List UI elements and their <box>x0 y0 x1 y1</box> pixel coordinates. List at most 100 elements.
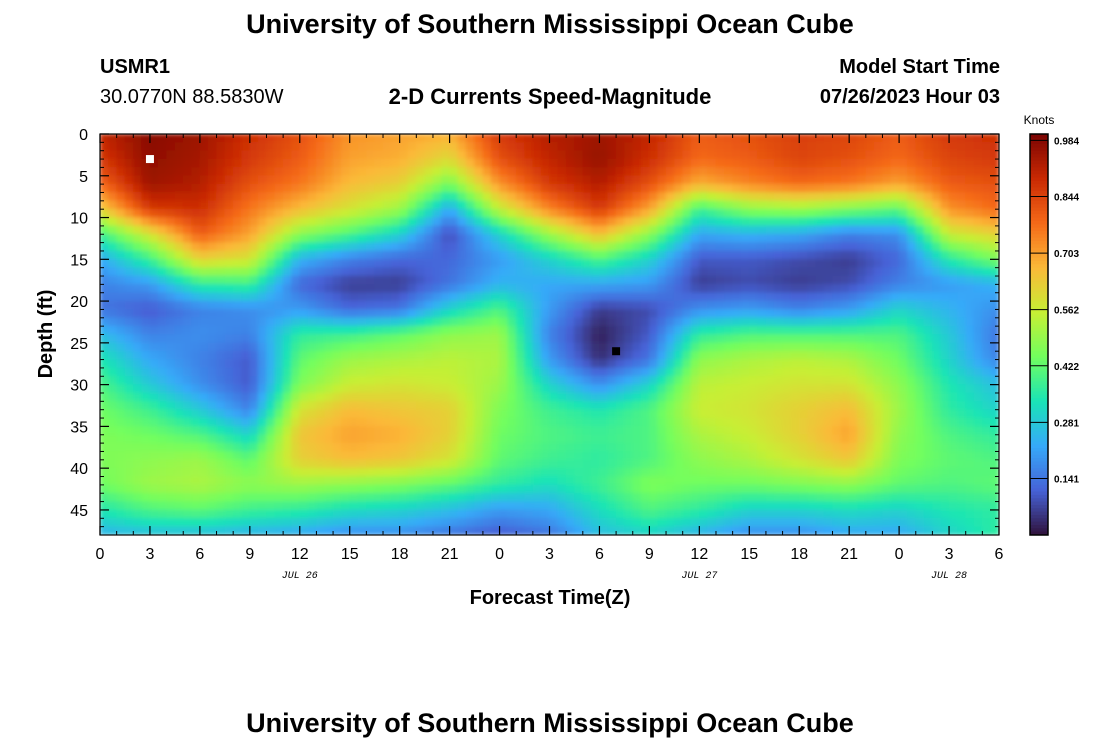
heatmap-cell <box>790 501 800 511</box>
heatmap-cell <box>907 167 917 177</box>
heatmap-cell <box>640 467 650 477</box>
heatmap-cell <box>590 175 600 185</box>
heatmap-cell <box>249 200 259 210</box>
heatmap-cell <box>848 476 858 486</box>
heatmap-cell <box>307 225 317 235</box>
heatmap-cell <box>316 451 326 461</box>
heatmap-cell <box>382 225 392 235</box>
heatmap-cell <box>890 451 900 461</box>
heatmap-cell <box>957 359 966 369</box>
heatmap-cell <box>324 509 334 519</box>
heatmap-cell <box>141 267 151 277</box>
heatmap-cell <box>690 142 700 151</box>
heatmap-cell <box>840 292 850 302</box>
heatmap-cell <box>465 134 475 143</box>
heatmap-cell <box>715 459 725 469</box>
heatmap-cell <box>707 375 717 385</box>
heatmap-cell <box>765 451 775 461</box>
heatmap-cell <box>465 442 475 452</box>
heatmap-cell <box>898 284 908 294</box>
heatmap-cell <box>499 334 509 344</box>
heatmap-cell <box>982 342 991 352</box>
heatmap-cell <box>857 476 867 486</box>
heatmap-cell <box>316 267 326 277</box>
heatmap-cell <box>848 451 858 461</box>
heatmap-cell <box>124 284 134 294</box>
heatmap-cell <box>707 392 717 402</box>
heatmap-cell <box>307 350 317 360</box>
heatmap-cell <box>316 142 326 151</box>
heatmap-cell <box>357 350 367 360</box>
heatmap-cell <box>157 208 167 218</box>
heatmap-cell <box>366 509 375 519</box>
heatmap-cell <box>632 183 642 193</box>
heatmap-cell <box>191 142 201 151</box>
heatmap-cell <box>108 367 117 377</box>
heatmap-cell <box>973 392 983 402</box>
heatmap-cell <box>174 476 184 486</box>
heatmap-cell <box>848 325 858 335</box>
heatmap-cell <box>474 200 484 210</box>
heatmap-cell <box>757 375 767 385</box>
heatmap-cell <box>549 217 559 227</box>
heatmap-cell <box>199 225 209 235</box>
heatmap-cell <box>807 275 817 285</box>
heatmap-cell <box>540 325 550 335</box>
heatmap-cell <box>798 334 808 344</box>
heatmap-cell <box>440 375 450 385</box>
heatmap-cell <box>965 367 975 377</box>
heatmap-cell <box>657 342 667 352</box>
heatmap-cell <box>224 183 234 193</box>
heatmap-cell <box>324 350 334 360</box>
heatmap-cell <box>366 275 375 285</box>
heatmap-cell <box>707 300 717 310</box>
heatmap-cell <box>391 392 400 402</box>
heatmap-cell <box>182 284 192 294</box>
heatmap-cell <box>324 484 334 494</box>
heatmap-cell <box>857 158 867 168</box>
heatmap-cell <box>982 334 991 344</box>
heatmap-cell <box>640 317 650 327</box>
heatmap-cell <box>199 442 209 452</box>
heatmap-cell <box>100 384 109 394</box>
heatmap-cell <box>873 426 883 436</box>
heatmap-cell <box>157 284 167 294</box>
heatmap-cell <box>665 409 675 419</box>
heatmap-cell <box>515 317 525 327</box>
heatmap-cell <box>965 208 975 218</box>
heatmap-cell <box>399 233 409 243</box>
heatmap-cell <box>865 233 875 243</box>
heatmap-cell <box>457 325 467 335</box>
heatmap-cell <box>540 484 550 494</box>
heatmap-cell <box>291 225 301 235</box>
heatmap-cell <box>740 242 750 252</box>
heatmap-cell <box>274 292 284 302</box>
heatmap-cell <box>815 401 825 410</box>
heatmap-cell <box>416 259 425 268</box>
heatmap-cell <box>682 342 692 352</box>
heatmap-cell <box>274 467 284 477</box>
heatmap-cell <box>324 217 334 227</box>
heatmap-cell <box>407 325 417 335</box>
heatmap-cell <box>507 267 517 277</box>
heatmap-cell <box>873 142 883 151</box>
heatmap-cell <box>848 426 858 436</box>
heatmap-cell <box>715 150 725 160</box>
heatmap-cell <box>624 434 634 444</box>
heatmap-cell <box>815 142 825 151</box>
heatmap-cell <box>582 492 592 502</box>
heatmap-cell <box>332 192 342 202</box>
heatmap-cell <box>790 208 800 218</box>
heatmap-cell <box>366 467 375 477</box>
heatmap-cell <box>499 401 509 410</box>
heatmap-cell <box>857 134 867 143</box>
heatmap-cell <box>957 284 966 294</box>
heatmap-cell <box>157 492 167 502</box>
heatmap-cell <box>291 267 301 277</box>
heatmap-cell <box>898 417 908 427</box>
heatmap-cell <box>740 167 750 177</box>
heatmap-cell <box>532 367 542 377</box>
heatmap-cell <box>341 192 351 202</box>
heatmap-cell <box>649 183 659 193</box>
heatmap-cell <box>948 192 958 202</box>
